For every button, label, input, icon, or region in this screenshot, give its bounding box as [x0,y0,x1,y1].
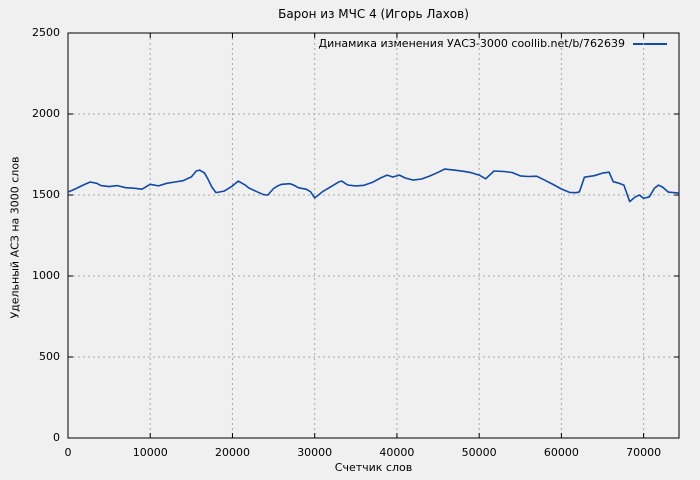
y-tick-label: 500 [39,350,60,363]
y-tick-label: 2500 [32,26,60,39]
x-tick-label: 60000 [543,446,579,459]
x-tick-label: 20000 [214,446,250,459]
plot-border [67,32,680,439]
legend-line-sample [633,42,667,45]
legend: Динамика изменения УАСЗ-3000 coollib.net… [318,37,667,50]
x-tick-label: 30000 [297,446,333,459]
x-tick-label: 10000 [132,446,168,459]
legend-label: Динамика изменения УАСЗ-3000 coollib.net… [318,37,626,50]
x-tick-label: 50000 [461,446,497,459]
y-tick-label: 1000 [32,269,60,282]
x-tick-label: 0 [64,446,72,459]
x-axis-label: Счетчик слов [334,461,413,474]
y-tick-label: 0 [53,431,60,444]
y-tick-label: 2000 [32,107,60,120]
x-tick-label: 40000 [379,446,415,459]
chart-title: Барон из МЧС 4 (Игорь Лахов) [278,7,469,21]
data-line [67,168,680,203]
x-tick-label: 70000 [626,446,662,459]
y-tick-label: 1500 [32,188,60,201]
